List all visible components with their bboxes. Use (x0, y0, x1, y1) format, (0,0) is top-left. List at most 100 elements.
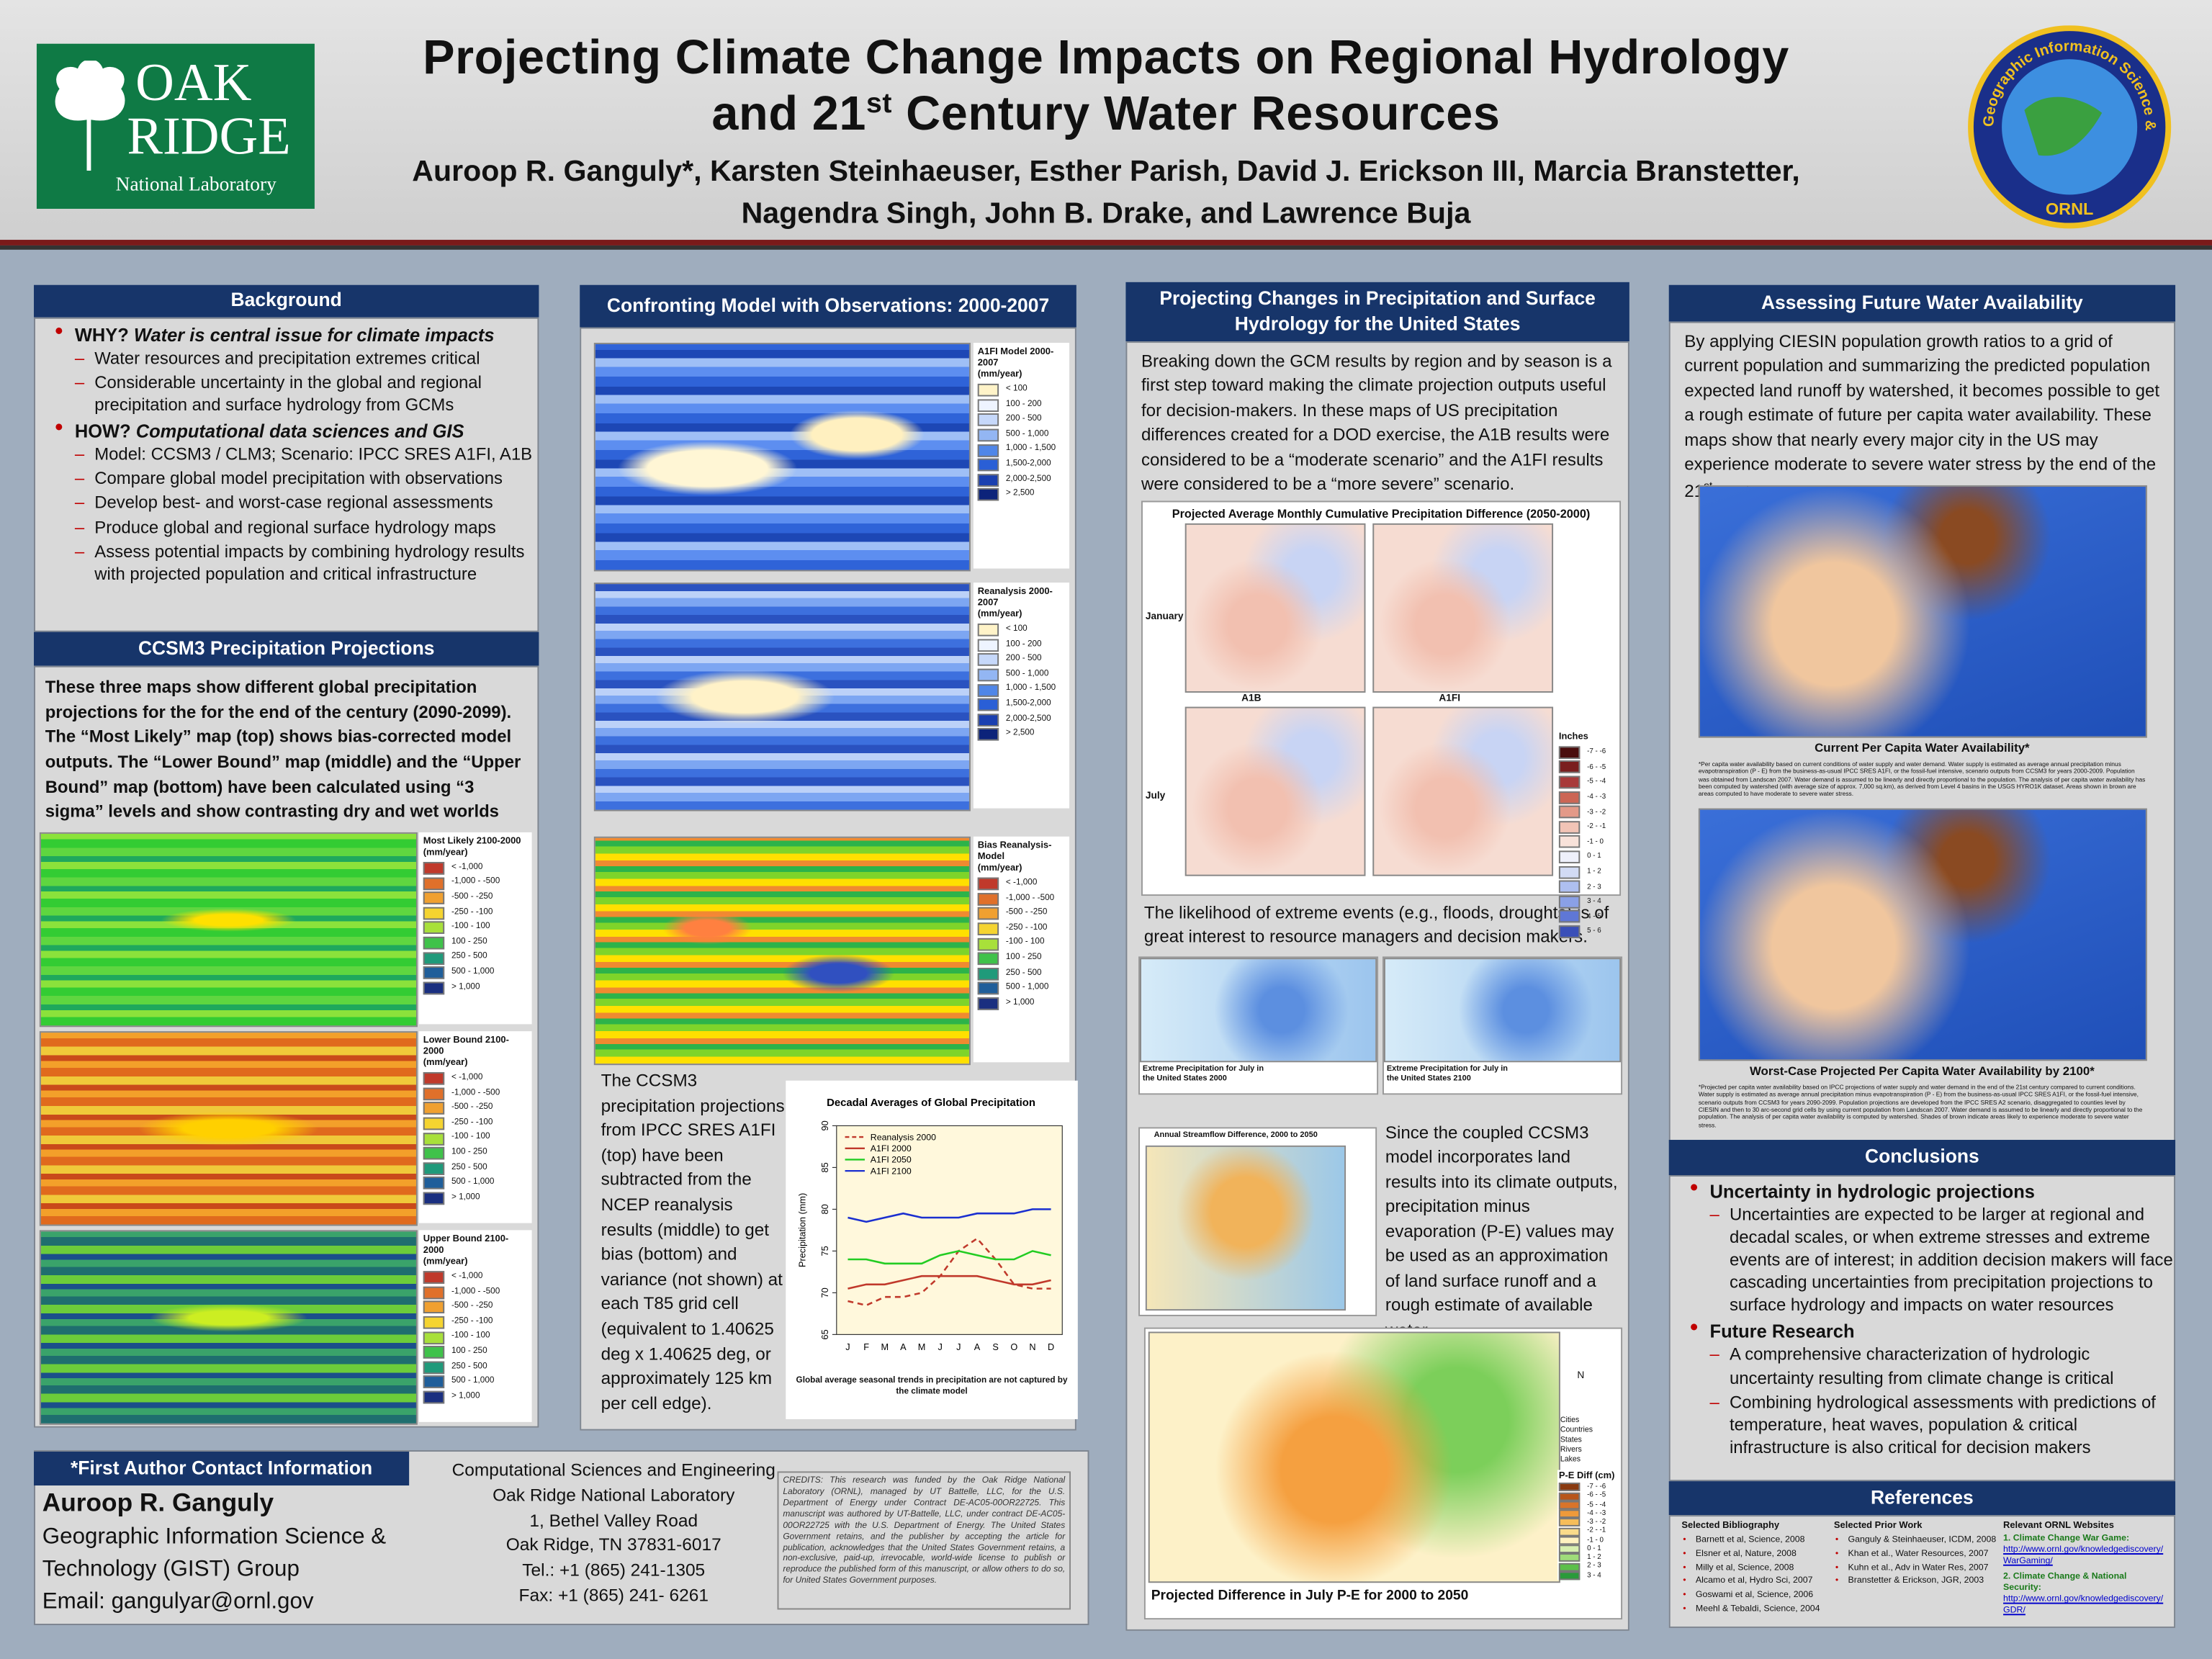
address-line: Oak Ridge, TN 37831-6017 (505, 1535, 721, 1555)
address-line: 1, Bethel Valley Road (529, 1510, 698, 1530)
chart-caption: Global average seasonal trends in precip… (796, 1377, 1068, 1397)
map (1372, 706, 1554, 876)
map-caption: Current Per Capita Water Availability* (1815, 740, 2030, 755)
section-heading: References (1668, 1481, 2176, 1516)
legend-swatch (1558, 895, 1581, 909)
ref-bullet-dot: • (1835, 1534, 1839, 1545)
map (1383, 958, 1622, 1063)
legend-item: 200 - 500 (977, 413, 1065, 427)
legend-item: -1 - 0 (1558, 1536, 1618, 1545)
legend-item: 1 - 2 (1558, 866, 1612, 878)
legend-label: -1 - 0 (1587, 1536, 1604, 1545)
legend-swatch (423, 1102, 445, 1115)
ref-text: Elsner et al, Nature, 2008 (1695, 1548, 1797, 1559)
sub-bullet: Compare global model precipitation with … (75, 467, 538, 490)
legend-swatch (423, 862, 445, 875)
legend-label: 1,000 - 1,500 (1005, 444, 1056, 454)
logo-oak: OAK (135, 53, 252, 113)
header-rule (0, 245, 2212, 250)
ref-bullet-dot: • (1683, 1562, 1686, 1573)
x-tick-label: D (1048, 1341, 1054, 1352)
line-chart: Decadal Averages of Global Precipitation… (786, 1080, 1078, 1419)
legend-label: -250 - -100 (451, 1118, 493, 1128)
map-legend: Bias Reanalysis-Model (mm/year) < -1,000 -1… (973, 836, 1070, 1063)
legend-title: A1FI Model 2000-2007 (977, 346, 1054, 369)
legend-swatch (977, 952, 999, 966)
legend-swatch (977, 399, 999, 412)
legend-item: > 2,500 (977, 728, 1065, 742)
legend-item: 100 - 250 (423, 936, 528, 950)
legend-swatch (977, 892, 999, 906)
sub-bullet: Assess potential impacts by combining hy… (75, 540, 538, 585)
legend-label: 500 - 1,000 (451, 1377, 495, 1386)
legend-title: Upper Bound 2100-2000 (423, 1234, 509, 1256)
logo-ornl: ORNL (2046, 199, 2094, 218)
y-tick-label: 80 (819, 1204, 830, 1214)
section-heading: Assessing Future Water Availability (1668, 284, 2176, 322)
legend-item: 500 - 1,000 (423, 966, 528, 980)
legend-label: 500 - 1,000 (1005, 983, 1049, 992)
legend-item: -5 - -4 (1558, 1501, 1618, 1510)
legend-swatch (1558, 775, 1581, 789)
bullet-lead: HOW? (74, 421, 136, 442)
legend-swatch (977, 922, 999, 936)
legend-label: > 1,000 (1005, 998, 1035, 1007)
legend-item: -1 - 0 (1558, 835, 1612, 849)
map (593, 343, 971, 572)
map (1698, 485, 2147, 738)
ref-bullet-dot: • (1683, 1534, 1686, 1545)
legend-title: P-E Diff (cm) (1558, 1471, 1615, 1482)
legend-swatch (977, 997, 999, 1010)
legend-label: 100 - 250 (451, 1148, 487, 1157)
legend-swatch (423, 951, 445, 965)
legend-item: -500 - -250 (423, 1301, 528, 1314)
legend-item: -1,000 - -500 (977, 892, 1065, 906)
legend-label: -1,000 - -500 (451, 1088, 500, 1097)
sub-bullet: Combining hydrological assessments with … (1710, 1390, 2175, 1459)
legend-swatch (423, 1376, 445, 1389)
legend-swatch (423, 922, 445, 935)
map (593, 836, 971, 1066)
legend-item: -100 - 100 (423, 922, 528, 935)
x-tick-label: J (956, 1341, 961, 1352)
legend-item: > 1,000 (423, 981, 528, 994)
legend-label: 3 - 4 (1587, 897, 1601, 907)
legend-swatch (1558, 1509, 1581, 1519)
legend-title: Most Likely 2100-2000 (423, 836, 521, 847)
authors: Auroop R. Ganguly*, Karsten Steinhaeuser… (412, 155, 1800, 188)
background-panel: WHY? Water is central issue for climate … (34, 317, 539, 632)
legend-swatch (423, 981, 445, 994)
y-tick-label: 70 (819, 1287, 830, 1298)
ref-text: Branstetter & Erickson, JGR, 2003 (1848, 1575, 1984, 1586)
x-tick-label: S (992, 1341, 998, 1352)
legend-swatch (1558, 925, 1581, 938)
ref-item: • Khan et al., Water Resources, 2007 (1834, 1547, 2000, 1561)
ornl-logo: OAK RIDGE National Laboratory (36, 43, 315, 209)
map (1184, 706, 1366, 876)
legend-item: 1 - 2 (1558, 1554, 1618, 1563)
legend-item: 3 - 4 (1558, 895, 1612, 909)
legend-title: Reanalysis 2000-2007 (977, 587, 1053, 608)
legend-item: 500 - 1,000 (977, 982, 1065, 996)
legend-label: -6 - -5 (1587, 763, 1606, 772)
projecting-panel: Breaking down the GCM results by region … (1125, 341, 1629, 1631)
legend-label: -6 - -5 (1587, 1491, 1606, 1501)
legend-swatch (423, 1316, 445, 1329)
legend-swatch (977, 444, 999, 457)
legend-item: < -1,000 (423, 1271, 528, 1285)
map (1145, 1145, 1346, 1311)
legend-item: -250 - -100 (423, 1316, 528, 1329)
section-heading: Conclusions (1668, 1140, 2176, 1175)
sub-bullet: Uncertainties are expected to be larger … (1710, 1203, 2175, 1317)
legend-label: 100 - 200 (1005, 639, 1042, 649)
legend-label: 100 - 250 (451, 1347, 487, 1356)
legend-swatch (977, 413, 999, 427)
legend-label: 1,500-2,000 (1005, 459, 1051, 469)
legend-label: -2 - -1 (1587, 822, 1606, 832)
plot-area (836, 1125, 1063, 1335)
legend-item: 100 - 250 (977, 952, 1065, 966)
legend-item: -3 - -2 (1558, 806, 1612, 819)
legend-swatch (1558, 746, 1581, 759)
legend-swatch (1558, 806, 1581, 819)
